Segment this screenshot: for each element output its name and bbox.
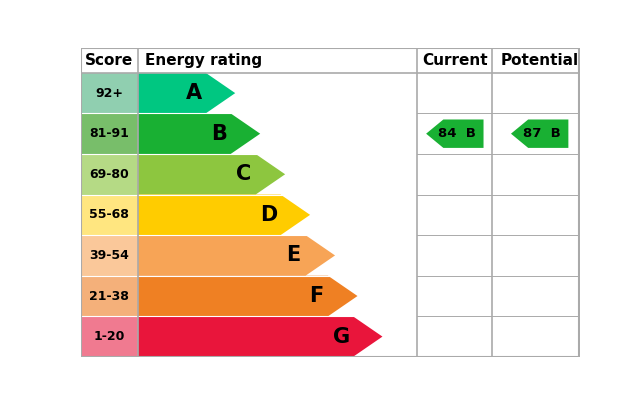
- Text: D: D: [260, 205, 278, 225]
- Text: Potential: Potential: [500, 53, 579, 68]
- Text: 92+: 92+: [95, 87, 123, 99]
- Bar: [417, 194, 580, 235]
- Bar: [417, 316, 580, 357]
- Polygon shape: [138, 154, 285, 194]
- Text: 87  B: 87 B: [523, 127, 561, 140]
- Bar: [80, 194, 138, 235]
- Polygon shape: [138, 276, 357, 316]
- Bar: [80, 113, 138, 154]
- Bar: [417, 276, 580, 316]
- Text: Energy rating: Energy rating: [146, 53, 263, 68]
- Bar: [80, 316, 138, 357]
- Text: G: G: [332, 326, 350, 346]
- Text: 81-91: 81-91: [90, 127, 129, 140]
- Text: B: B: [211, 124, 227, 144]
- Text: 39-54: 39-54: [90, 249, 129, 262]
- Bar: [417, 235, 580, 276]
- Bar: [417, 113, 580, 154]
- Bar: [417, 73, 580, 113]
- Polygon shape: [138, 235, 335, 276]
- Bar: [80, 73, 138, 113]
- Text: 69-80: 69-80: [90, 168, 129, 181]
- Text: 84  B: 84 B: [438, 127, 476, 140]
- Bar: [417, 154, 580, 194]
- Text: Current: Current: [422, 53, 488, 68]
- Polygon shape: [511, 119, 569, 148]
- Text: 1-20: 1-20: [93, 330, 125, 343]
- Bar: [80, 235, 138, 276]
- Text: C: C: [236, 164, 251, 184]
- Bar: [80, 154, 138, 194]
- Polygon shape: [426, 119, 484, 148]
- Text: F: F: [309, 286, 323, 306]
- Bar: [80, 276, 138, 316]
- Polygon shape: [138, 73, 235, 113]
- Text: Score: Score: [85, 53, 133, 68]
- Polygon shape: [138, 113, 260, 154]
- Text: E: E: [287, 245, 301, 265]
- Text: 55-68: 55-68: [90, 209, 129, 221]
- Polygon shape: [138, 316, 383, 357]
- Text: A: A: [186, 83, 202, 103]
- Text: 21-38: 21-38: [90, 290, 129, 302]
- Polygon shape: [138, 194, 310, 235]
